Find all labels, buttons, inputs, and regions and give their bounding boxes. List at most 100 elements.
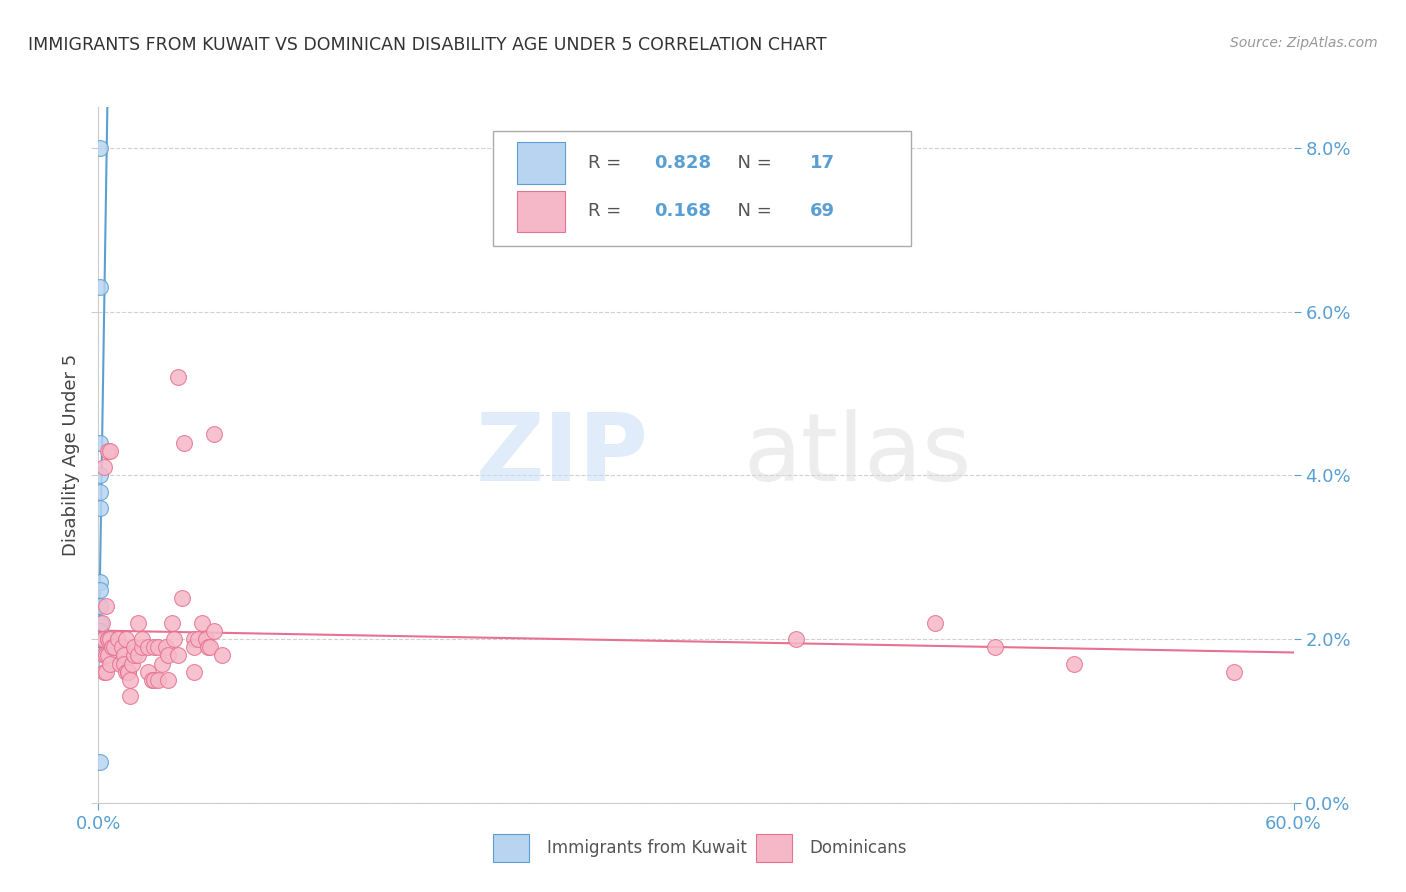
- Point: [148, 640, 170, 655]
- Point: [89, 755, 111, 769]
- Point: [89, 501, 111, 516]
- Point: [91, 632, 114, 646]
- Point: [120, 673, 142, 687]
- Point: [98, 657, 122, 671]
- Point: [191, 615, 214, 630]
- Text: atlas: atlas: [744, 409, 972, 501]
- Point: [89, 582, 111, 597]
- Point: [197, 640, 219, 655]
- FancyBboxPatch shape: [494, 834, 529, 862]
- Point: [924, 615, 946, 630]
- Point: [89, 599, 111, 614]
- Point: [127, 615, 149, 630]
- Point: [96, 599, 118, 614]
- Point: [131, 640, 153, 655]
- Point: [160, 615, 183, 630]
- Point: [98, 443, 122, 458]
- FancyBboxPatch shape: [756, 834, 792, 862]
- Point: [124, 640, 146, 655]
- Point: [101, 640, 124, 655]
- Point: [117, 665, 139, 679]
- Point: [93, 460, 115, 475]
- Point: [136, 640, 159, 655]
- Point: [173, 435, 195, 450]
- Point: [211, 648, 233, 663]
- Point: [93, 648, 115, 663]
- FancyBboxPatch shape: [517, 191, 565, 232]
- Point: [167, 648, 190, 663]
- Text: Source: ZipAtlas.com: Source: ZipAtlas.com: [1230, 36, 1378, 50]
- Point: [89, 280, 111, 294]
- Point: [785, 632, 807, 646]
- Text: Immigrants from Kuwait: Immigrants from Kuwait: [547, 839, 747, 857]
- Point: [89, 632, 111, 646]
- Point: [89, 632, 111, 646]
- Point: [103, 640, 125, 655]
- Point: [157, 648, 180, 663]
- Point: [93, 632, 115, 646]
- Point: [112, 657, 135, 671]
- Point: [131, 632, 153, 646]
- Point: [89, 435, 111, 450]
- Point: [115, 632, 138, 646]
- Point: [1063, 657, 1085, 671]
- Point: [157, 673, 180, 687]
- Point: [89, 141, 111, 155]
- Point: [91, 615, 114, 630]
- Point: [89, 624, 111, 638]
- Point: [89, 632, 111, 646]
- Point: [112, 648, 135, 663]
- Point: [115, 665, 138, 679]
- Point: [148, 673, 170, 687]
- Point: [98, 632, 122, 646]
- Point: [172, 591, 194, 606]
- Point: [202, 624, 225, 638]
- Point: [89, 624, 111, 638]
- Point: [155, 640, 177, 655]
- Point: [1223, 665, 1246, 679]
- Point: [136, 665, 159, 679]
- Text: 17: 17: [810, 153, 835, 171]
- Point: [183, 665, 205, 679]
- Point: [96, 648, 118, 663]
- Point: [89, 615, 111, 630]
- Point: [89, 632, 111, 646]
- Point: [183, 640, 205, 655]
- Point: [202, 427, 225, 442]
- Point: [89, 484, 111, 499]
- Text: IMMIGRANTS FROM KUWAIT VS DOMINICAN DISABILITY AGE UNDER 5 CORRELATION CHART: IMMIGRANTS FROM KUWAIT VS DOMINICAN DISA…: [28, 36, 827, 54]
- FancyBboxPatch shape: [517, 142, 565, 184]
- Point: [124, 648, 146, 663]
- Point: [121, 657, 143, 671]
- Point: [127, 648, 149, 663]
- Text: 0.168: 0.168: [654, 202, 711, 220]
- Point: [96, 665, 118, 679]
- Text: N =: N =: [725, 202, 778, 220]
- Point: [97, 648, 120, 663]
- Point: [167, 370, 190, 384]
- Point: [143, 640, 166, 655]
- Point: [89, 468, 111, 483]
- Point: [150, 657, 173, 671]
- Text: 69: 69: [810, 202, 835, 220]
- Point: [93, 665, 115, 679]
- Point: [984, 640, 1007, 655]
- Y-axis label: Disability Age Under 5: Disability Age Under 5: [62, 354, 80, 556]
- Point: [195, 632, 218, 646]
- Point: [111, 640, 134, 655]
- Point: [97, 443, 120, 458]
- Point: [143, 673, 166, 687]
- Point: [110, 657, 132, 671]
- Point: [183, 632, 205, 646]
- Text: R =: R =: [589, 202, 627, 220]
- Point: [198, 640, 221, 655]
- Text: Dominicans: Dominicans: [810, 839, 907, 857]
- Point: [89, 574, 111, 589]
- Text: R =: R =: [589, 153, 627, 171]
- FancyBboxPatch shape: [494, 131, 911, 246]
- Point: [187, 632, 209, 646]
- Text: 0.828: 0.828: [654, 153, 711, 171]
- Point: [163, 632, 186, 646]
- Point: [97, 632, 120, 646]
- Point: [120, 690, 142, 704]
